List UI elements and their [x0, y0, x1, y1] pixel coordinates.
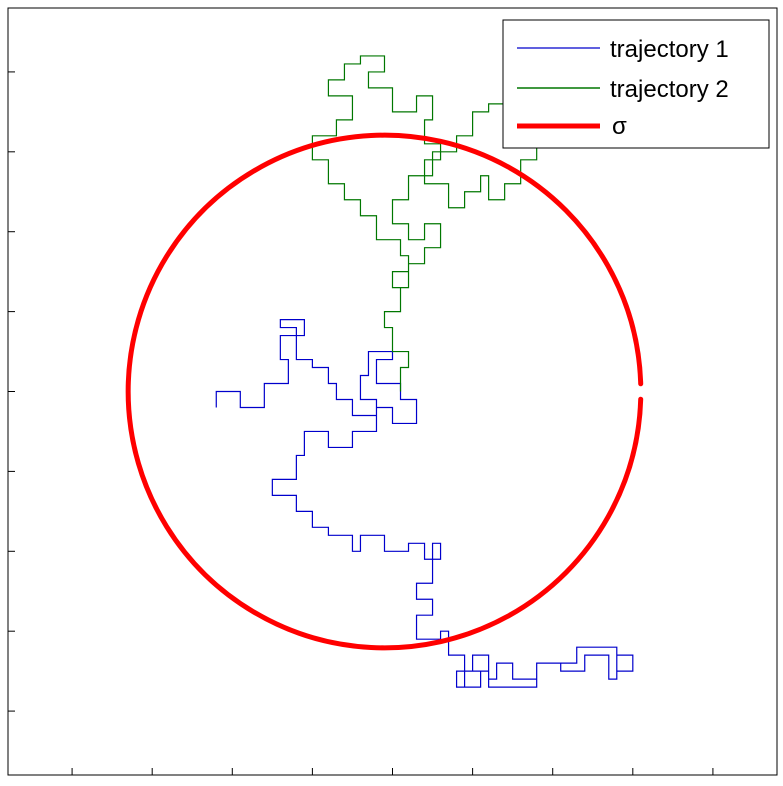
- legend-label-sigma: σ: [612, 113, 627, 140]
- axis-ticks: [8, 71, 714, 775]
- series-sigma-circle: [125, 132, 644, 651]
- series-layer: [125, 55, 644, 688]
- legend-label-trajectory-2: trajectory 2: [610, 76, 729, 103]
- series-trajectory-1: [215, 318, 634, 688]
- legend-label-trajectory-1: trajectory 1: [610, 36, 729, 63]
- series-trajectory-2: [311, 55, 538, 392]
- legend: trajectory 1 trajectory 2 σ: [502, 19, 770, 149]
